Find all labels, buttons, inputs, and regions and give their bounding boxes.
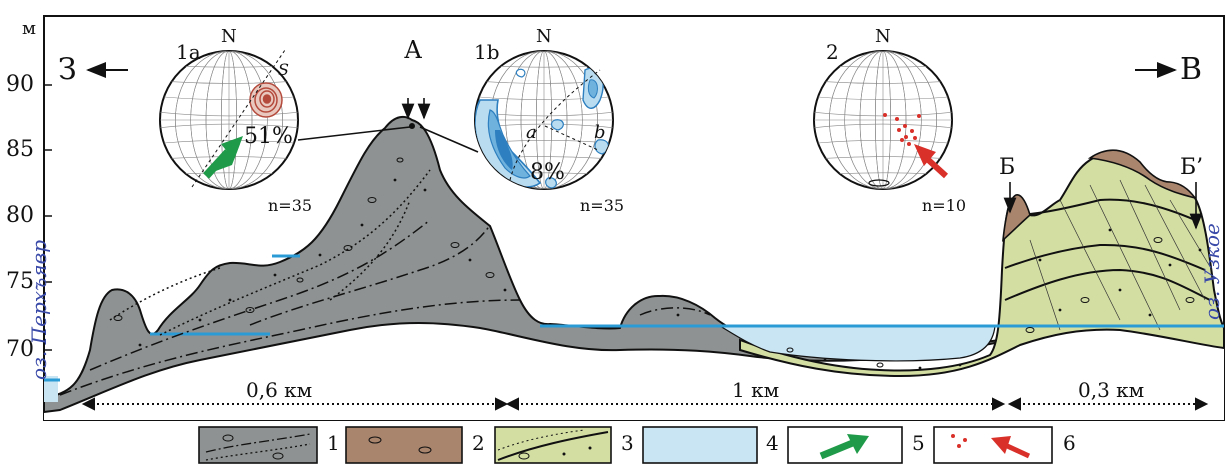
stereonet-1b-axis (544, 125, 599, 151)
stereonet-1a-percent: 51% (244, 124, 293, 149)
lake-water-left (44, 376, 58, 402)
legend-swatch-2 (345, 426, 463, 464)
lake-right-label: оз. Узкое (1200, 223, 1224, 320)
y-tick-85: 85 (6, 137, 34, 162)
y-tick-70: 70 (6, 337, 34, 362)
stereonet-1a (159, 49, 299, 190)
stereonet-1a-count: n=35 (268, 196, 313, 215)
connector-1b (419, 126, 479, 153)
stereonet-1b-axis-a: a (526, 122, 537, 143)
legend-label-6: 6 (1063, 431, 1076, 455)
distance-1: 0,6 км (246, 378, 313, 402)
lake-left-label: оз. Перхъявр (27, 239, 51, 380)
legend-swatch-3 (494, 426, 612, 464)
stereonet-2-north: N (875, 26, 891, 47)
legend-label-5: 5 (912, 431, 925, 455)
legend-swatch-4 (642, 426, 758, 464)
legend-swatch-1 (198, 426, 318, 464)
unit-3-fine-lines (1029, 179, 1213, 331)
legend-label-2: 2 (472, 431, 485, 455)
stereonet-1b-count: n=35 (580, 196, 625, 215)
legend-label-1: 1 (327, 431, 340, 455)
stereonet-2-points (883, 113, 921, 146)
stereonet-1a-label: 1a (176, 40, 201, 64)
stereonet-2-grid (814, 51, 952, 189)
unit-1-foliation-lines (59, 169, 711, 396)
stereonet-2-label: 2 (826, 40, 839, 64)
distance-3: 0,3 км (1078, 378, 1145, 402)
stereonet-1a-plane-label: S (278, 60, 289, 79)
legend-label-3: 3 (621, 431, 634, 455)
stereonet-2-contour (868, 179, 890, 187)
stereonet-1a-north: N (221, 26, 237, 47)
y-axis (44, 84, 52, 351)
stereonet-1a-contours (249, 82, 283, 118)
point-a-label: А (404, 36, 423, 64)
stereonet-1b-north: N (536, 26, 552, 47)
y-tick-75: 75 (6, 269, 34, 294)
stereonet-1b-girdle (509, 69, 601, 181)
distance-markers (81, 397, 1209, 411)
unit-1-gray-till (43, 115, 1001, 414)
distance-2: 1 км (732, 378, 780, 402)
point-b-label: Б (999, 155, 1016, 180)
y-tick-90: 90 (6, 72, 34, 97)
bedrock-surface (44, 313, 1224, 420)
point-b-prime-label: Б’ (1180, 155, 1204, 180)
stereonet-1b-axis-b: b (594, 122, 606, 143)
legend-label-4: 4 (766, 431, 779, 455)
y-tick-80: 80 (6, 203, 34, 228)
unit-dots (138, 178, 1202, 370)
legend-swatch-6 (933, 426, 1053, 464)
stereonet-1a-grid (160, 51, 298, 189)
unit-3-internal-lines (1004, 198, 1211, 301)
stereonet-1b-percent: 8% (530, 160, 565, 185)
east-label: В (1180, 52, 1203, 87)
stereonet-2 (813, 50, 953, 190)
stereonet-1b-label: 1b (474, 40, 500, 64)
stereonet-1a-flow-arrow-shaft (203, 149, 231, 179)
legend-swatch-5 (787, 426, 903, 464)
point-a-sample (409, 123, 415, 129)
stereonet-2-flow-arrow-head (914, 144, 936, 166)
unit-1-pebbles (113, 157, 1195, 368)
stereonet-2-count: n=10 (922, 196, 967, 215)
stereonet-1b (474, 50, 614, 190)
y-axis-unit: м (22, 18, 37, 39)
west-label: З (58, 52, 77, 87)
stereonet-1a-flow-arrow-head (221, 136, 243, 160)
connector-1a (297, 126, 411, 141)
